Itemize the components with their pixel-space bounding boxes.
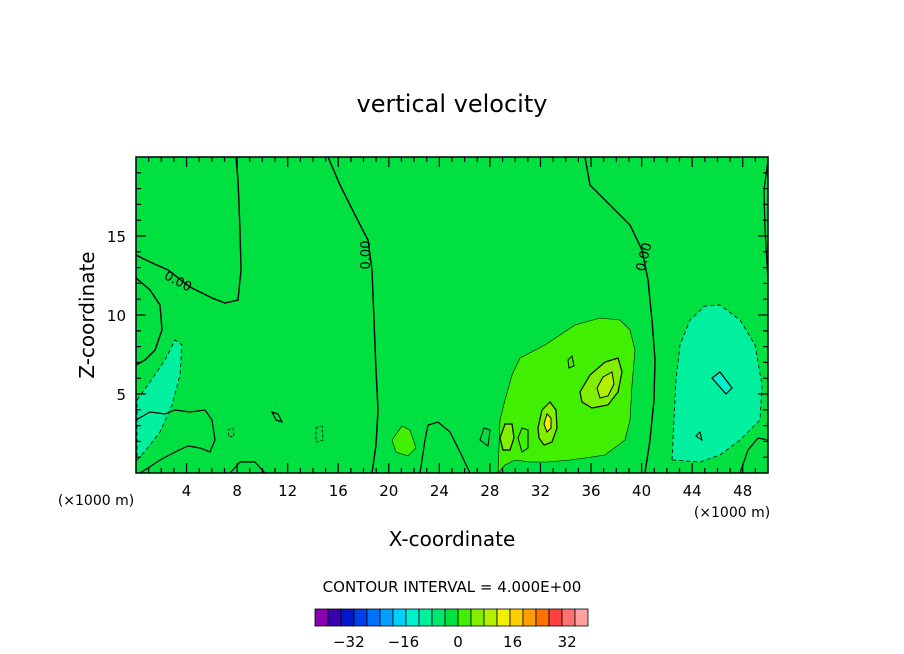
colorbar-tick-label: 32 [558,633,577,651]
colorbar-swatch [353,608,368,627]
colorbar-swatch [522,608,537,627]
small-contour-6 [479,427,491,447]
small-contour-5 [695,431,703,442]
y-tick-label: 15 [107,228,126,246]
x-tick-label: 32 [531,482,550,500]
x-tick-label: 4 [182,482,192,500]
x-tick-label: 16 [329,482,348,500]
x-tick-label: 48 [733,482,752,500]
colorbar-swatch [561,608,576,627]
small-contour-1 [270,410,284,424]
contour-interval-text: CONTOUR INTERVAL = 4.000E+00 [323,578,582,596]
colorbar-swatch [483,608,498,627]
zero-contour-6 [229,461,266,474]
y-axis: 5 10 15 [107,172,768,458]
colorbar-swatch [509,608,524,627]
plot-area [135,156,769,474]
colorbar [314,608,589,627]
updraft-core-12 [596,371,615,399]
colorbar-swatch [444,608,459,627]
colorbar-swatch [340,608,355,627]
colorbar-swatch [314,608,329,627]
colorbar-swatch [457,608,472,627]
colorbar-swatch [535,608,550,627]
colorbar-tick-label: −32 [333,633,365,651]
colorbar-tick-label: 16 [503,633,522,651]
y-tick-label: 10 [107,307,126,325]
colorbar-swatch [379,608,394,627]
updraft-region-d [517,427,529,453]
field-background [136,157,768,473]
updraft-region-c [499,423,515,451]
downdraft-region-left [136,339,183,462]
colorbar-labels: −32 −16 0 16 32 [333,633,577,651]
colorbar-swatch [496,608,511,627]
zero-contour-1 [135,156,242,304]
zero-contour-4 [135,277,163,366]
x-axis-label: X-coordinate [389,527,516,551]
zero-contour-2 [327,156,379,474]
x-tick-label: 20 [379,482,398,500]
colorbar-swatch [548,608,563,627]
colorbar-swatch [574,608,589,627]
colorbar-tick-label: 0 [453,633,463,651]
colorbar-swatch [418,608,433,627]
colorbar-tick-label: −16 [388,633,420,651]
x-tick-label: 44 [683,482,702,500]
colorbar-swatch [327,608,342,627]
small-contour-2 [227,427,235,438]
x-tick-label: 36 [581,482,600,500]
downdraft-core-right [711,371,733,395]
updraft-core-b [543,413,552,433]
small-contour-3 [315,425,324,443]
x-tick-label: 12 [278,482,297,500]
colorbar-swatch [405,608,420,627]
x-tick-label: 8 [232,482,242,500]
zero-contour-9 [763,159,769,281]
chart-title: vertical velocity [357,90,548,118]
contour-label-3: 0.00 [634,241,656,273]
x-unit-left: (×1000 m) [58,493,134,509]
small-contour-4 [567,354,575,369]
colorbar-swatch [366,608,381,627]
zero-contour-3 [584,156,656,474]
zero-contour-8 [739,437,769,474]
y-tick-label: 5 [116,386,126,404]
colorbar-swatch [431,608,446,627]
x-tick-label: 40 [632,482,651,500]
colorbar-swatch [392,608,407,627]
x-tick-label: 24 [430,482,449,500]
zero-contour-7 [419,421,471,474]
colorbar-swatch [470,608,485,627]
x-tick-label: 28 [480,482,499,500]
x-unit-right: (×1000 m) [694,505,770,521]
updraft-region-e [391,425,417,457]
updraft-region-4 [497,317,636,474]
zero-contour-5 [135,409,216,474]
x-axis: 4 8 12 16 20 24 28 32 36 40 44 48 [148,157,756,500]
y-axis-label: Z-coordinate [75,251,99,378]
contour-label-2: 0.00 [359,241,374,270]
